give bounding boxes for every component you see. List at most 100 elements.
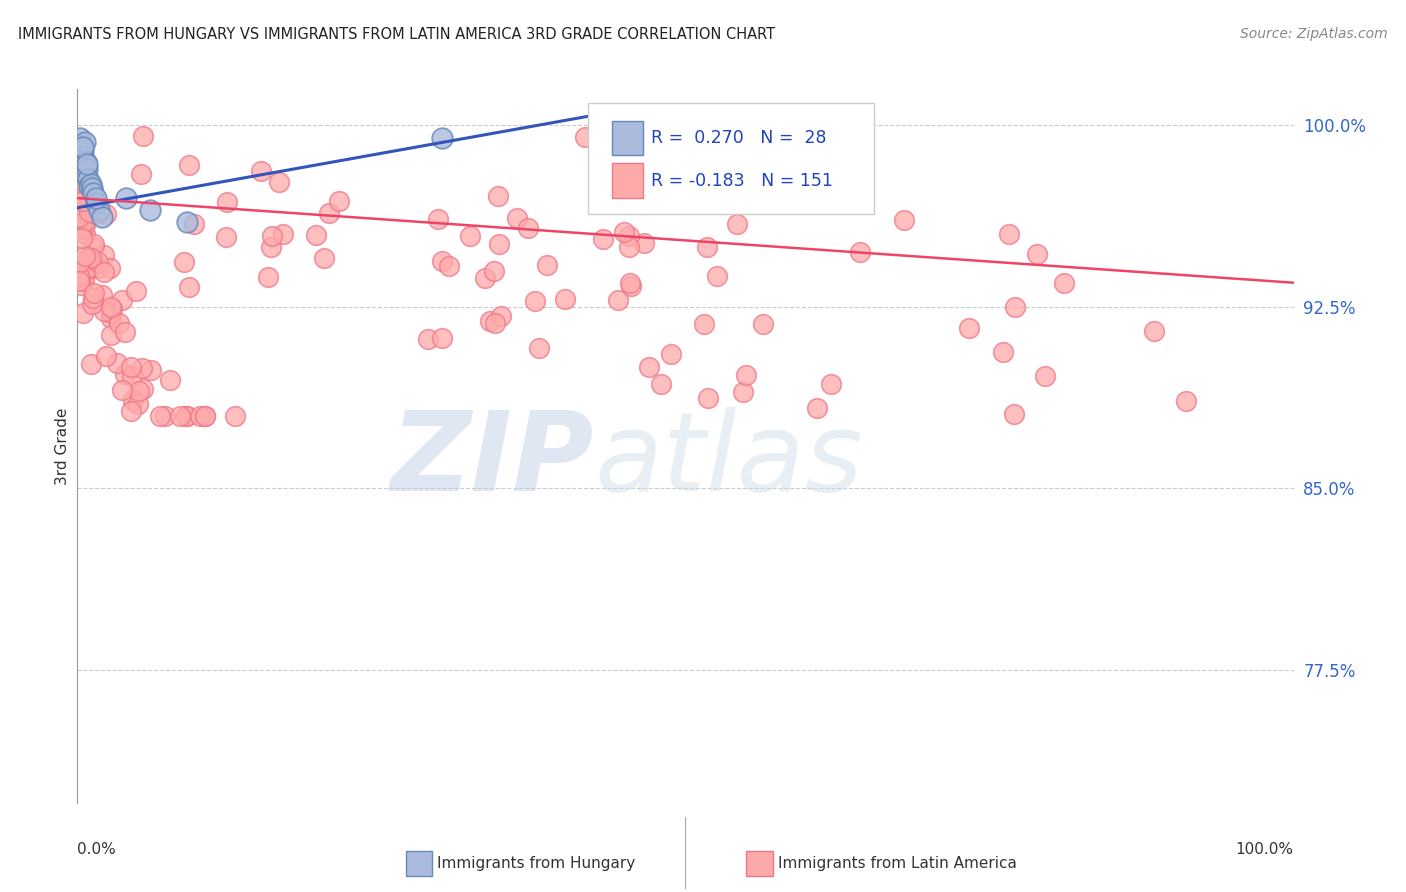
Point (250, 163, 273, 178)
Point (77, 171, 100, 186)
Point (194, 409, 217, 423)
Point (177, 280, 200, 294)
Point (72, 140, 94, 154)
Point (179, 158, 201, 172)
Text: 100.0%: 100.0% (1236, 842, 1294, 857)
Point (174, 409, 197, 423)
Point (70, 154, 93, 169)
Point (997, 227, 1019, 241)
Point (188, 409, 211, 423)
Point (524, 293, 547, 308)
Point (848, 245, 870, 260)
Point (260, 229, 283, 244)
Point (72, 269, 94, 284)
Text: R = -0.183   N = 151: R = -0.183 N = 151 (651, 171, 834, 189)
Point (1174, 394, 1197, 409)
Point (516, 220, 538, 235)
Point (1053, 276, 1076, 290)
Point (169, 409, 191, 423)
Point (659, 347, 682, 361)
Point (706, 268, 728, 283)
Point (93, 248, 115, 262)
FancyBboxPatch shape (588, 103, 875, 214)
Point (69, 144, 91, 158)
Point (696, 240, 718, 254)
Point (153, 409, 176, 423)
Point (125, 284, 148, 298)
Point (93, 265, 115, 279)
Point (148, 409, 170, 423)
Text: R =  0.270   N =  28: R = 0.270 N = 28 (651, 128, 827, 146)
Point (67, 210, 90, 224)
Point (69, 174, 91, 188)
Point (75, 154, 97, 169)
Point (416, 332, 439, 346)
Point (76, 157, 98, 171)
Point (1143, 325, 1166, 339)
Point (159, 373, 181, 387)
Point (731, 385, 754, 400)
Point (100, 328, 122, 343)
Point (84, 191, 107, 205)
Bar (747, 851, 773, 876)
Point (131, 382, 153, 396)
Point (128, 384, 150, 398)
Point (79, 178, 101, 192)
Point (607, 293, 630, 307)
Point (127, 397, 149, 411)
Point (129, 167, 152, 181)
Point (806, 401, 828, 415)
Point (87, 255, 110, 269)
Point (111, 293, 134, 308)
Point (430, 331, 453, 345)
Point (79, 178, 101, 193)
Point (67, 191, 90, 205)
Point (75, 249, 97, 263)
Point (69, 130, 91, 145)
Point (554, 292, 576, 306)
Point (77, 205, 100, 219)
Point (619, 277, 641, 291)
Point (478, 314, 501, 328)
Point (173, 255, 195, 269)
Point (77, 251, 100, 265)
Point (458, 228, 481, 243)
Point (484, 316, 506, 330)
Point (72, 143, 94, 157)
Point (1004, 301, 1026, 315)
Point (70, 230, 93, 244)
Point (430, 130, 453, 145)
Point (536, 258, 558, 272)
Point (75, 262, 97, 277)
Point (617, 229, 640, 244)
Point (215, 195, 238, 210)
Point (725, 218, 748, 232)
Point (114, 325, 136, 339)
Text: atlas: atlas (595, 407, 863, 514)
Point (486, 189, 509, 203)
Point (613, 225, 636, 239)
Text: Immigrants from Hungary: Immigrants from Hungary (437, 856, 636, 871)
Point (474, 271, 496, 285)
Point (224, 409, 246, 423)
Point (1002, 407, 1025, 421)
Point (79, 357, 101, 371)
Point (697, 392, 720, 406)
Point (93, 303, 115, 318)
Point (84, 207, 107, 221)
Point (574, 130, 596, 145)
Point (82, 291, 104, 305)
Point (620, 279, 643, 293)
Point (83, 285, 105, 300)
Point (114, 368, 136, 382)
Point (87, 260, 110, 275)
Point (122, 393, 145, 408)
Point (305, 227, 328, 242)
Point (83, 240, 105, 254)
Bar (406, 851, 433, 876)
Point (69, 221, 91, 235)
Point (132, 129, 155, 144)
Text: Source: ZipAtlas.com: Source: ZipAtlas.com (1240, 27, 1388, 41)
Point (90, 211, 112, 225)
Point (131, 360, 153, 375)
